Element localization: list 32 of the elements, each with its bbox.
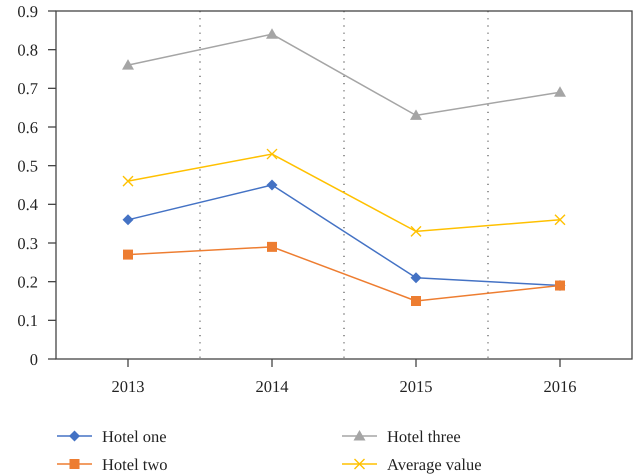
point [267, 242, 277, 252]
point [123, 250, 133, 260]
point [266, 148, 278, 160]
x-tick-label: 2015 [400, 377, 432, 396]
y-tick-label: 0.3 [17, 234, 38, 253]
y-tick-label: 0 [30, 350, 38, 369]
legend-label: Hotel two [102, 454, 168, 474]
point [554, 86, 566, 97]
y-tick-label: 0.2 [17, 272, 38, 292]
point [554, 214, 566, 226]
legend-label: Hotel one [102, 426, 167, 446]
legend-label: Hotel three [387, 426, 461, 446]
point [266, 28, 278, 39]
point [266, 180, 278, 190]
y-tick-label: 0.6 [17, 118, 38, 137]
point [410, 272, 422, 284]
y-tick-label: 0.4 [17, 195, 38, 214]
point [410, 226, 422, 238]
x-tick-label: 2014 [256, 377, 288, 396]
y-tick-label: 0.9 [17, 2, 38, 21]
point [410, 109, 422, 120]
y-tick-label: 0.1 [17, 311, 38, 330]
x-tick-label: 2016 [544, 377, 576, 396]
point [122, 59, 134, 70]
point [411, 296, 421, 306]
point [122, 175, 134, 187]
x-tick-label: 2013 [112, 377, 144, 396]
y-tick-label: 0.8 [17, 40, 38, 60]
y-tick-label: 0.5 [17, 156, 38, 176]
point [122, 214, 134, 226]
legend-label: Average value [387, 454, 482, 474]
y-tick-label: 0.7 [17, 79, 38, 98]
